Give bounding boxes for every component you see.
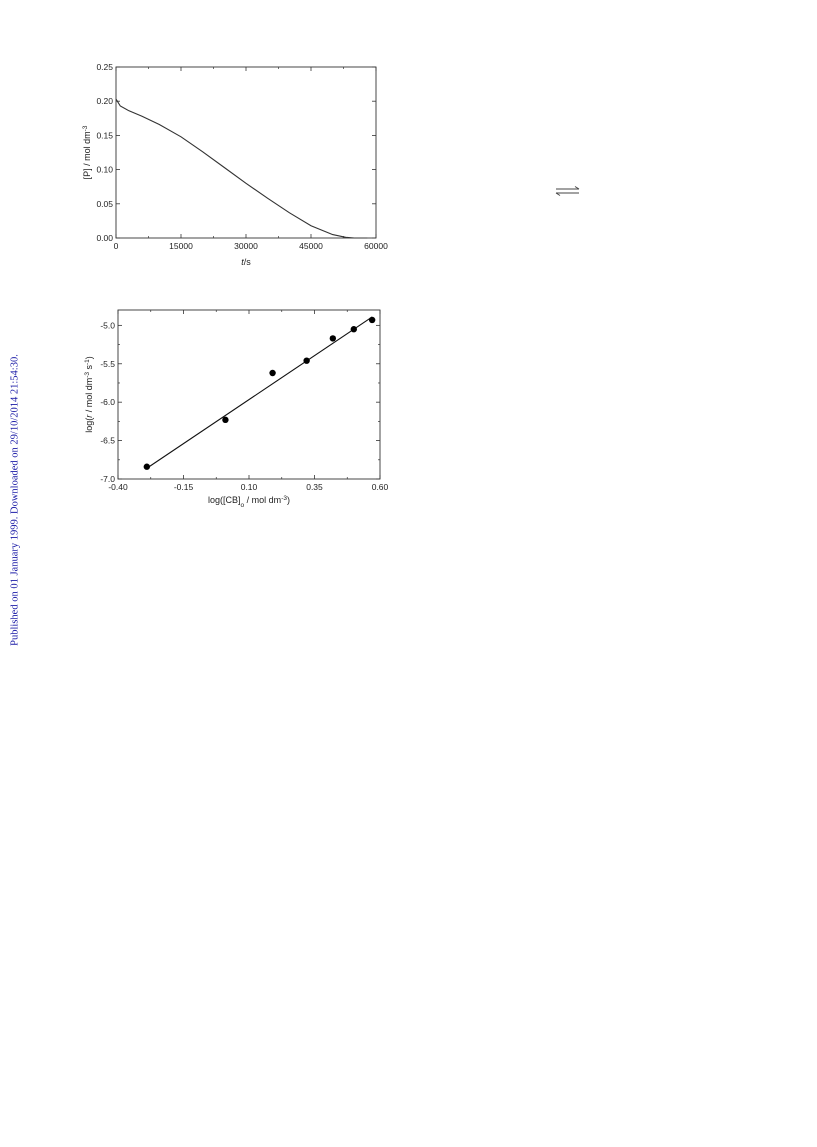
y-tick-label: 0.15 xyxy=(96,130,113,140)
x-tick-label: 0.60 xyxy=(372,482,389,492)
x-tick-label: 0.35 xyxy=(306,482,323,492)
data-point xyxy=(303,357,310,364)
y-tick-label: 0.10 xyxy=(96,165,113,175)
x-tick-label: 30000 xyxy=(234,241,258,251)
data-point xyxy=(368,316,376,324)
data-point xyxy=(143,463,151,470)
data-point xyxy=(222,416,229,424)
x-tick-label: -0.40 xyxy=(108,482,128,492)
x-tick-label: 0 xyxy=(114,241,119,251)
y-tick-label: 0.00 xyxy=(96,233,113,243)
x-axis-title: log([CB]o / mol dm-3) xyxy=(208,495,290,509)
chart-log-rate-vs-log-concentration: -0.40 -0.15 0.10 0.35 0.60 -7.0 -6.5 -6.0 -5.5 -5… xyxy=(84,309,389,509)
chart-concentration-vs-time: 0 15000 30000 45000 60000 0.00 0.05 0.10 0.15 0.2… xyxy=(82,62,389,267)
y-tick-label: 0.05 xyxy=(96,199,113,209)
x-tick-label: 45000 xyxy=(299,241,323,251)
y-tick-label: -5.5 xyxy=(100,359,115,369)
data-point xyxy=(269,369,276,377)
x-tick-label: 15000 xyxy=(169,241,193,251)
y-axis-title: [P] / mol dm-3 xyxy=(82,125,93,179)
equilibrium-arrows-icon xyxy=(555,186,580,196)
y-axis-title: log(r / mol dm-3 s-1) xyxy=(84,356,95,433)
y-tick-label: -6.5 xyxy=(100,436,115,446)
data-point xyxy=(350,326,357,333)
concentration-curve xyxy=(115,98,368,239)
y-tick-label: 0.20 xyxy=(96,96,113,106)
fit-line xyxy=(146,316,373,469)
y-tick-label: -7.0 xyxy=(100,474,115,484)
x-tick-label: 60000 xyxy=(364,241,388,251)
y-tick-label: -5.0 xyxy=(100,320,115,330)
plot-frame xyxy=(117,309,381,480)
x-tick-label: 0.10 xyxy=(241,482,258,492)
x-tick-label: -0.15 xyxy=(174,482,194,492)
plot-frame xyxy=(115,66,377,239)
y-tick-label: 0.25 xyxy=(96,62,113,72)
x-axis-title: t/s xyxy=(241,257,251,267)
y-tick-label: -6.0 xyxy=(100,397,115,407)
data-point xyxy=(329,335,337,342)
